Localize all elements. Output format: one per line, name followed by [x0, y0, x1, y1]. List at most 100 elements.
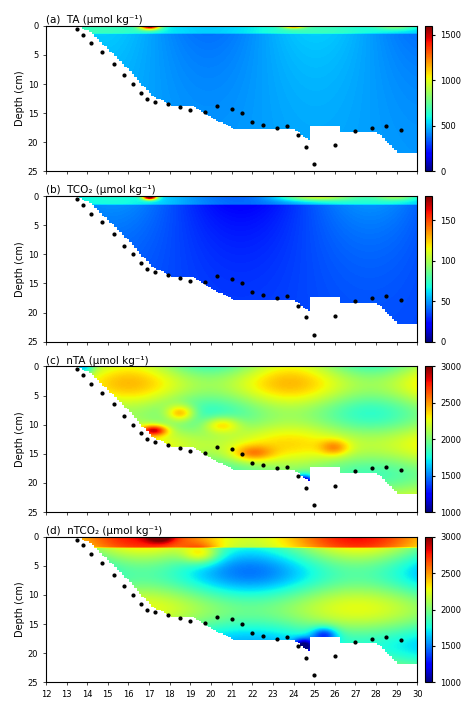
Point — [176, 442, 184, 453]
Point — [284, 631, 291, 643]
Point — [284, 291, 291, 302]
Y-axis label: Depth (cm): Depth (cm) — [15, 411, 25, 467]
Point — [368, 463, 376, 474]
Point — [88, 548, 95, 560]
Point — [143, 433, 151, 445]
Point — [259, 630, 267, 641]
Point — [228, 443, 236, 455]
Point — [383, 461, 390, 473]
Point — [213, 271, 221, 282]
Point — [294, 471, 301, 482]
Point — [129, 419, 137, 431]
Point — [368, 633, 376, 644]
Point — [73, 193, 80, 205]
Point — [88, 38, 95, 49]
Point — [73, 534, 80, 545]
Point — [120, 240, 128, 251]
Point — [302, 482, 310, 493]
Point — [79, 199, 87, 211]
Point — [294, 130, 301, 141]
Point — [164, 610, 171, 621]
Point — [331, 310, 338, 321]
Point — [187, 445, 194, 456]
Point — [383, 120, 390, 131]
Point — [151, 266, 159, 278]
Point — [228, 103, 236, 114]
Point — [284, 461, 291, 473]
Point — [310, 329, 318, 341]
Point — [201, 447, 208, 458]
Point — [397, 635, 405, 646]
Point — [201, 276, 208, 288]
Point — [248, 116, 256, 128]
Point — [248, 457, 256, 468]
Point — [397, 124, 405, 135]
Point — [98, 387, 105, 398]
Point — [110, 228, 118, 240]
Point — [137, 257, 145, 268]
Point — [187, 615, 194, 627]
Point — [110, 58, 118, 69]
Point — [129, 248, 137, 260]
Point — [228, 614, 236, 625]
Point — [259, 119, 267, 131]
Point — [284, 120, 291, 131]
Point — [143, 93, 151, 104]
Point — [73, 23, 80, 34]
Point — [383, 631, 390, 643]
Point — [120, 580, 128, 592]
Point — [352, 636, 359, 648]
Point — [151, 436, 159, 448]
Point — [383, 291, 390, 302]
Point — [201, 106, 208, 118]
Point — [310, 159, 318, 170]
Point — [248, 286, 256, 298]
Point — [273, 633, 281, 644]
Point — [259, 289, 267, 301]
Text: (a)  TA (μmol kg⁻¹): (a) TA (μmol kg⁻¹) — [46, 15, 142, 25]
Point — [129, 79, 137, 90]
Point — [352, 125, 359, 136]
Point — [79, 29, 87, 40]
Point — [88, 378, 95, 390]
Point — [110, 569, 118, 580]
Point — [352, 296, 359, 307]
Point — [294, 300, 301, 311]
Point — [129, 589, 137, 600]
Point — [201, 617, 208, 628]
Point — [79, 540, 87, 551]
Y-axis label: Depth (cm): Depth (cm) — [15, 241, 25, 297]
Point — [98, 46, 105, 58]
Point — [120, 69, 128, 81]
Point — [273, 463, 281, 474]
Point — [213, 611, 221, 623]
Point — [98, 557, 105, 568]
Point — [397, 464, 405, 476]
Point — [176, 613, 184, 624]
Text: (b)  TCO₂ (μmol kg⁻¹): (b) TCO₂ (μmol kg⁻¹) — [46, 186, 156, 196]
Point — [228, 273, 236, 285]
Point — [331, 650, 338, 662]
Point — [302, 141, 310, 153]
Point — [397, 294, 405, 306]
Point — [331, 480, 338, 491]
Point — [137, 428, 145, 439]
Point — [143, 604, 151, 615]
Point — [273, 122, 281, 134]
Y-axis label: Depth (cm): Depth (cm) — [15, 71, 25, 126]
Point — [98, 216, 105, 228]
Point — [137, 598, 145, 610]
Point — [143, 263, 151, 275]
Text: (c)  nTA (μmol kg⁻¹): (c) nTA (μmol kg⁻¹) — [46, 356, 149, 366]
Y-axis label: Depth (cm): Depth (cm) — [15, 582, 25, 638]
Point — [187, 275, 194, 286]
Point — [302, 311, 310, 323]
Point — [187, 104, 194, 116]
Point — [238, 618, 246, 630]
Point — [213, 101, 221, 112]
Point — [273, 292, 281, 303]
Point — [238, 278, 246, 289]
Point — [238, 108, 246, 119]
Point — [368, 292, 376, 303]
Point — [213, 441, 221, 453]
